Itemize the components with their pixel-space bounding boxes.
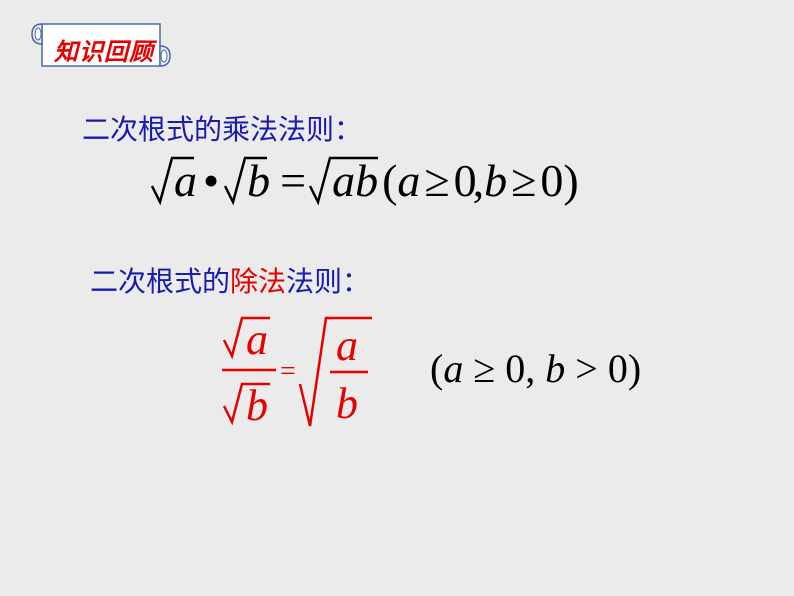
var-b: b (247, 155, 270, 206)
ge-sign: ≥ (473, 346, 495, 391)
cond-a: a (397, 155, 420, 206)
ge-sign: ≥ (511, 155, 536, 206)
heading-post: 法则： (286, 267, 370, 298)
ge-sign: ≥ (424, 155, 449, 206)
paren-close: ) (563, 155, 578, 206)
gt-sign: > (575, 346, 598, 391)
paren-close: ) (628, 346, 641, 391)
zero: 0 (540, 155, 563, 206)
svg-text:b: b (336, 379, 358, 428)
eq-sign: = (280, 155, 306, 206)
division-formula: a b = a b (218, 310, 418, 445)
knowledge-review-banner: 知识回顾 (24, 20, 174, 72)
multiplication-rule-heading: 二次根式的乘法法则： (82, 108, 362, 148)
division-condition: (a ≥ 0, b > 0) (430, 345, 641, 392)
paren-open: ( (430, 346, 443, 391)
division-formula-svg: a b = a b (218, 310, 418, 440)
zero: 0 (505, 346, 525, 391)
comma: , (473, 155, 485, 206)
cond-a: a (443, 346, 463, 391)
cond-b: b (484, 155, 507, 206)
paren-open: ( (382, 155, 397, 206)
svg-text:=: = (280, 356, 296, 387)
banner-title: 知识回顾 (54, 32, 154, 67)
comma: , (525, 346, 535, 391)
var-ab: ab (332, 155, 378, 206)
svg-text:b: b (246, 381, 268, 430)
zero: 0 (608, 346, 628, 391)
svg-text:a: a (246, 315, 268, 364)
heading-pre: 二次根式的 (90, 267, 230, 298)
svg-text:a: a (336, 321, 358, 370)
heading-red: 除法 (230, 267, 286, 298)
dot-op: • (203, 155, 219, 206)
cond-b: b (545, 346, 565, 391)
multiplication-formula: a• b= ab(a≥0,b≥0) (150, 150, 633, 208)
var-a: a (174, 155, 197, 206)
division-rule-heading: 二次根式的除法法则： (90, 260, 370, 300)
